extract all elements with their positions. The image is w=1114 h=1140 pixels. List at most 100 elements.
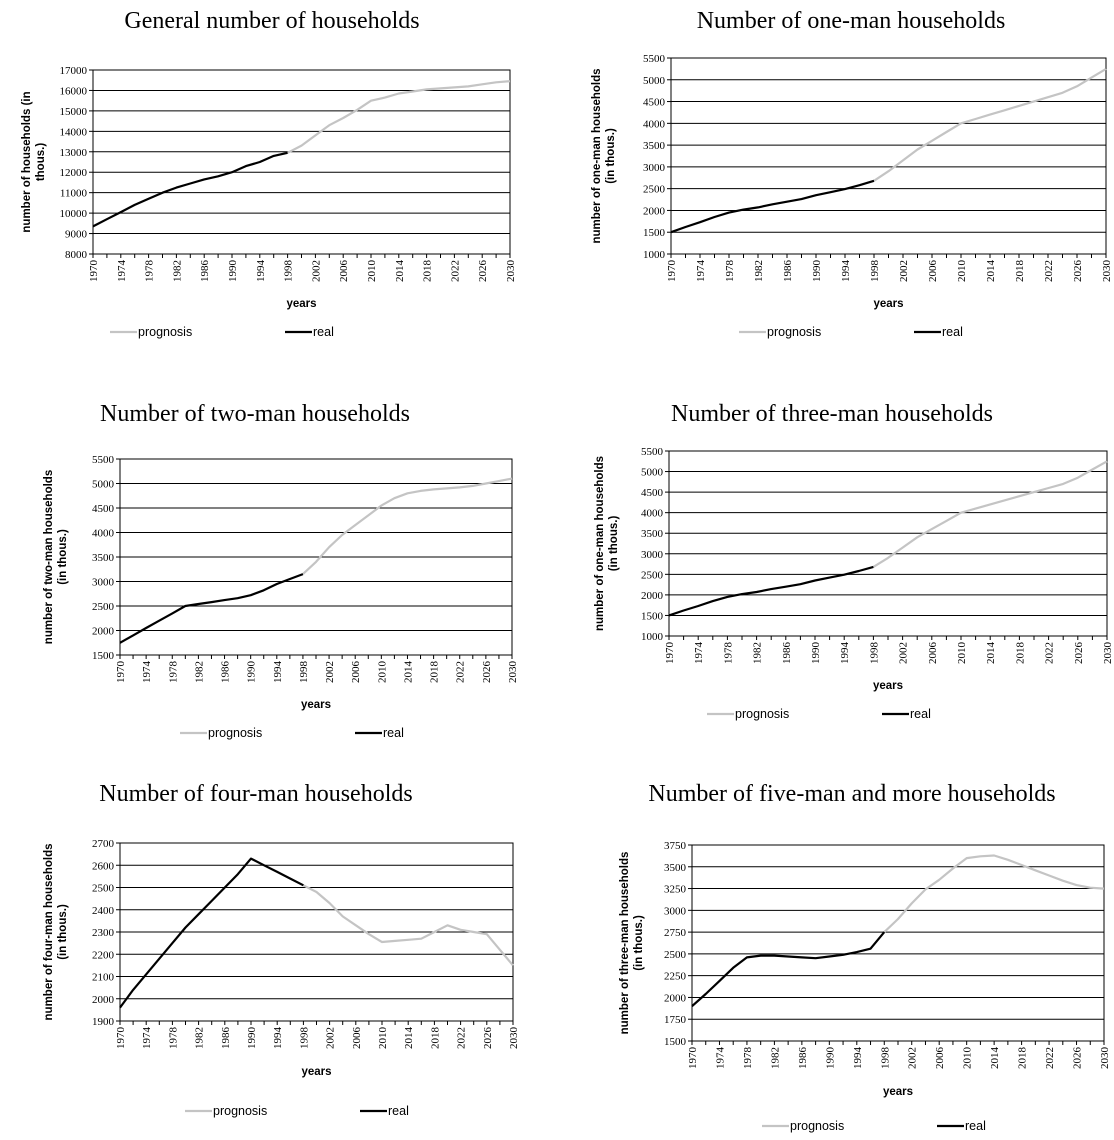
y-tick-label: 1500 (92, 650, 115, 662)
legend: prognosis real (185, 1104, 409, 1118)
legend-label-real: real (383, 726, 404, 740)
y-tick-label: 3500 (92, 552, 115, 564)
legend: prognosis real (110, 325, 334, 339)
series-line-real (119, 573, 304, 644)
legend-label-real: real (388, 1104, 409, 1118)
x-axis-title: years (883, 1086, 913, 1098)
x-tick-label: 1998 (869, 260, 881, 283)
y-tick-label: 1750 (664, 1014, 687, 1026)
y-tick-label: 4500 (641, 487, 664, 499)
x-tick-label: 2026 (481, 661, 493, 684)
y-tick-label: 1000 (643, 249, 666, 261)
y-axis-title: number of three-man households (in thous.… (619, 852, 645, 1035)
chart-3: Number of two-man households 1500 2000 2500… (43, 401, 519, 740)
x-axis-title: years (873, 680, 903, 692)
x-tick-label: 1970 (115, 661, 127, 684)
y-tick-label: 15000 (60, 106, 88, 118)
x-tick-label: 1970 (88, 260, 100, 283)
x-tick-label: 2022 (1043, 260, 1055, 282)
x-tick-label: 1970 (666, 260, 678, 283)
x-tick-label: 1982 (753, 260, 765, 282)
x-tick-label: 2010 (956, 260, 968, 283)
y-tick-label: 3750 (664, 840, 687, 852)
x-tick-label: 1978 (724, 260, 736, 283)
x-tick-label: 1990 (246, 661, 258, 684)
x-tick-label: 2026 (482, 1027, 494, 1050)
x-axis-title: years (301, 1066, 331, 1078)
x-tick-label: 1994 (840, 260, 852, 283)
x-tick-label: 2010 (376, 661, 388, 684)
x-tick-label: 2006 (350, 661, 362, 684)
x-tick-label: 2010 (366, 260, 378, 283)
plot-area (668, 450, 1108, 637)
y-tick-label: 3000 (92, 577, 115, 589)
x-tick-label: 2030 (505, 260, 517, 283)
legend-label-prognosis: prognosis (767, 325, 821, 339)
x-tick-label: 2006 (338, 260, 350, 283)
x-tick-label: 1986 (199, 260, 211, 283)
legend-label-real: real (910, 707, 931, 721)
legend-label-prognosis: prognosis (790, 1119, 844, 1133)
y-tick-label: 3000 (643, 162, 666, 174)
legend: prognosis real (762, 1119, 986, 1133)
y-tick-label: 5500 (92, 454, 115, 466)
x-tick-label: 1990 (246, 1027, 258, 1050)
x-tick-label: 1978 (742, 1047, 754, 1070)
x-tick-label: 1982 (769, 1047, 781, 1069)
series-line-real (119, 857, 304, 1009)
y-tick-label: 4000 (643, 118, 666, 130)
x-tick-label: 2014 (985, 642, 997, 665)
y-tick-label: 3250 (664, 884, 687, 896)
y-tick-label: 2300 (92, 927, 115, 939)
x-tick-label: 2030 (508, 1027, 520, 1050)
legend-label-real: real (965, 1119, 986, 1133)
x-tick-label: 2022 (1044, 1047, 1056, 1069)
x-tick-label: 1986 (782, 260, 794, 283)
x-tick-label: 1974 (116, 260, 128, 283)
x-tick-label: 2002 (324, 661, 336, 683)
y-axis-title: number of one-man households (in thous.) (591, 68, 617, 243)
y-tick-label: 3000 (641, 549, 664, 561)
series-line-real (670, 179, 875, 234)
x-tick-label: 2014 (989, 1047, 1001, 1070)
x-tick-label: 1978 (167, 1027, 179, 1050)
x-axis-title: years (286, 298, 316, 310)
x-tick-label: 2030 (1102, 642, 1114, 665)
y-tick-label: 3000 (664, 905, 687, 917)
series-line-real (691, 931, 886, 1008)
x-tick-label: 2010 (956, 642, 968, 665)
x-tick-label: 2002 (325, 1027, 337, 1049)
y-tick-label: 11000 (60, 188, 88, 200)
x-tick-label: 2026 (477, 260, 489, 283)
y-tick-label: 3500 (643, 140, 666, 152)
legend: prognosis real (180, 726, 404, 740)
y-axis-title: number of one-man households (in thous.) (594, 456, 620, 631)
x-tick-label: 2018 (1014, 642, 1026, 665)
y-tick-label: 1000 (641, 631, 664, 643)
series-line-prognosis (302, 884, 514, 967)
x-tick-label: 2014 (402, 661, 414, 684)
x-tick-label: 1974 (141, 1027, 153, 1050)
x-tick-label: 1974 (693, 642, 705, 665)
x-tick-label: 1986 (781, 642, 793, 665)
x-tick-label: 1986 (220, 661, 232, 684)
x-tick-label: 1990 (824, 1047, 836, 1070)
x-tick-label: 2018 (429, 1027, 441, 1050)
x-tick-label: 2006 (927, 642, 939, 665)
x-tick-label: 2010 (962, 1047, 974, 1070)
chart-title: Number of one-man households (697, 8, 1006, 34)
chart-title: Number of five-man and more households (648, 781, 1055, 807)
x-tick-label: 1990 (227, 260, 239, 283)
x-tick-label: 1970 (687, 1047, 699, 1070)
y-tick-label: 1500 (641, 610, 664, 622)
y-tick-label: 3500 (664, 862, 687, 874)
x-tick-label: 1994 (839, 642, 851, 665)
chart-4: Number of three-man households 1000 1500 20… (594, 401, 1114, 721)
x-tick-label: 2018 (1014, 260, 1026, 283)
y-tick-label: 2500 (92, 601, 115, 613)
legend-label-real: real (313, 325, 334, 339)
x-tick-label: 2026 (1073, 642, 1085, 665)
y-tick-label: 2000 (92, 626, 115, 638)
y-tick-label: 10000 (60, 208, 88, 220)
